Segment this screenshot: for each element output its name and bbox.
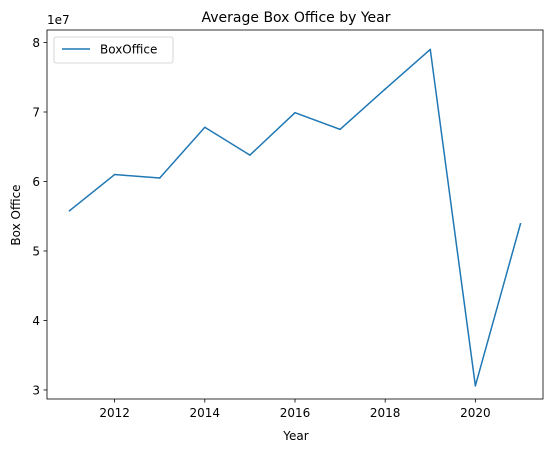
x-tick-label: 2014 — [190, 406, 221, 420]
y-axis-label: Box Office — [9, 184, 23, 245]
x-tick-label: 2012 — [99, 406, 130, 420]
y-tick-label: 8 — [32, 36, 40, 50]
data-point — [249, 154, 251, 156]
data-point — [204, 126, 206, 129]
data-point — [384, 88, 386, 90]
series-line-boxoffice — [68, 48, 522, 387]
legend-box — [53, 36, 174, 64]
data-point — [294, 111, 296, 114]
x-tick-label: 2018 — [370, 406, 401, 420]
data-point — [429, 48, 432, 51]
data-point — [339, 128, 341, 131]
legend-label-boxoffice: BoxOffice — [100, 43, 157, 57]
y-tick-label: 4 — [32, 314, 40, 328]
x-axis-ticks: 2012 2014 2016 2018 2020 — [99, 399, 491, 420]
x-tick-label: 2020 — [460, 406, 491, 420]
legend: BoxOffice — [53, 36, 174, 64]
data-point — [68, 209, 71, 212]
data-point — [519, 223, 522, 225]
y-tick-label: 7 — [32, 106, 40, 120]
data-point — [113, 173, 116, 176]
y-tick-label: 3 — [32, 383, 40, 397]
data-point — [474, 384, 477, 387]
y-axis-ticks: 3 4 5 6 7 8 — [32, 36, 47, 397]
x-tick-label: 2016 — [280, 406, 311, 420]
x-axis-label: Year — [282, 429, 308, 443]
y-offset-label: 1e7 — [47, 13, 70, 27]
data-point — [158, 177, 161, 179]
series-group — [68, 48, 522, 387]
y-tick-label: 6 — [32, 175, 40, 189]
plot-frame — [46, 29, 544, 400]
chart-title: Average Box Office by Year — [202, 10, 391, 26]
y-tick-label: 5 — [32, 244, 40, 258]
